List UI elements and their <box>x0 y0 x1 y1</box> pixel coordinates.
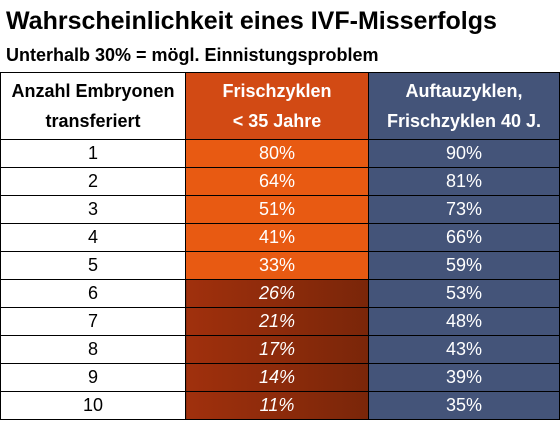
cell-thaw-rate[interactable]: 43% <box>368 335 560 364</box>
table-row: 8 17% 43% <box>0 335 560 364</box>
table-body: 1 80% 90% 2 64% 81% 3 51% 73% 4 41% 66% 5 33% 59% 6 26% 5… <box>0 139 560 420</box>
table-row: 3 51% 73% <box>0 195 560 224</box>
cell-fresh-rate[interactable]: 41% <box>185 223 369 252</box>
cell-thaw-rate[interactable]: 59% <box>368 251 560 280</box>
cell-fresh-rate[interactable]: 51% <box>185 195 369 224</box>
cell-thaw-rate[interactable]: 35% <box>368 391 560 420</box>
cell-thaw-rate[interactable]: 90% <box>368 139 560 168</box>
table-row: 7 21% 48% <box>0 307 560 336</box>
page-title: Wahrscheinlichkeit eines IVF-Misserfolgs <box>6 7 497 35</box>
header-fresh-line2: < 35 Jahre <box>232 111 322 131</box>
cell-fresh-rate[interactable]: 26% <box>185 279 369 308</box>
cell-embryo-count[interactable]: 6 <box>0 279 186 308</box>
table-header-row: Anzahl Embryonen transferiert Frischzykl… <box>0 72 560 140</box>
cell-embryo-count[interactable]: 4 <box>0 223 186 252</box>
cell-fresh-rate[interactable]: 17% <box>185 335 369 364</box>
header-embryos-transferred[interactable]: Anzahl Embryonen transferiert <box>0 72 186 140</box>
cell-thaw-rate[interactable]: 73% <box>368 195 560 224</box>
cell-embryo-count[interactable]: 10 <box>0 391 186 420</box>
cell-fresh-rate[interactable]: 11% <box>185 391 369 420</box>
cell-fresh-rate[interactable]: 21% <box>185 307 369 336</box>
cell-embryo-count[interactable]: 3 <box>0 195 186 224</box>
ivf-failure-table: Anzahl Embryonen transferiert Frischzykl… <box>0 72 560 420</box>
header-embryos-line2: transferiert <box>45 111 141 131</box>
cell-embryo-count[interactable]: 1 <box>0 139 186 168</box>
table-row: 2 64% 81% <box>0 167 560 196</box>
cell-embryo-count[interactable]: 7 <box>0 307 186 336</box>
table-row: 10 11% 35% <box>0 391 560 420</box>
cell-embryo-count[interactable]: 9 <box>0 363 186 392</box>
header-fresh-line1: Frischzyklen <box>222 81 332 101</box>
table-row: 6 26% 53% <box>0 279 560 308</box>
cell-embryo-count[interactable]: 2 <box>0 167 186 196</box>
header-embryos-line1: Anzahl Embryonen <box>11 81 175 101</box>
cell-fresh-rate[interactable]: 33% <box>185 251 369 280</box>
header-thaw-line1: Auftauzyklen, <box>405 81 523 101</box>
cell-fresh-rate[interactable]: 64% <box>185 167 369 196</box>
cell-thaw-rate[interactable]: 39% <box>368 363 560 392</box>
table-row: 9 14% 39% <box>0 363 560 392</box>
table-row: 1 80% 90% <box>0 139 560 168</box>
cell-fresh-rate[interactable]: 14% <box>185 363 369 392</box>
page-subtitle: Unterhalb 30% = mögl. Einnistungsproblem <box>6 45 379 65</box>
cell-thaw-rate[interactable]: 81% <box>368 167 560 196</box>
cell-thaw-rate[interactable]: 53% <box>368 279 560 308</box>
cell-fresh-rate[interactable]: 80% <box>185 139 369 168</box>
cell-thaw-rate[interactable]: 48% <box>368 307 560 336</box>
header-fresh-cycles[interactable]: Frischzyklen < 35 Jahre <box>185 72 369 140</box>
header-thaw-cycles[interactable]: Auftauzyklen, Frischzyklen 40 J. <box>368 72 560 140</box>
cell-embryo-count[interactable]: 8 <box>0 335 186 364</box>
header-thaw-line2: Frischzyklen 40 J. <box>386 111 542 131</box>
cell-embryo-count[interactable]: 5 <box>0 251 186 280</box>
table-row: 4 41% 66% <box>0 223 560 252</box>
cell-thaw-rate[interactable]: 66% <box>368 223 560 252</box>
table-row: 5 33% 59% <box>0 251 560 280</box>
